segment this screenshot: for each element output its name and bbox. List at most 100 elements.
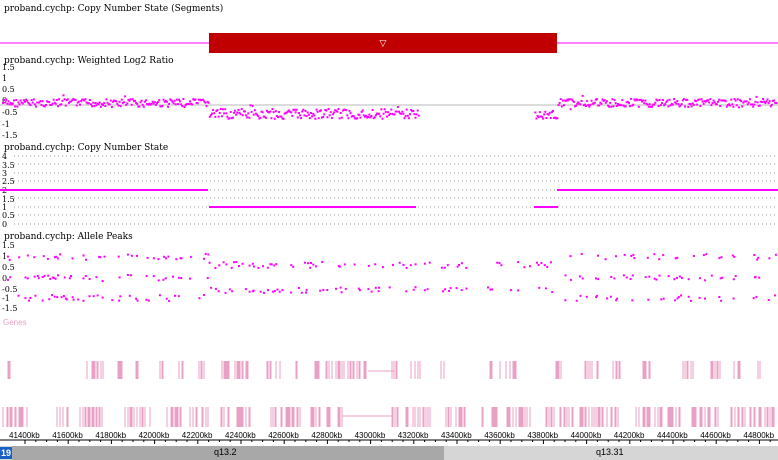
allele-point [18,256,21,259]
genes-track-label: Genes [3,318,27,327]
log2-point [390,108,393,111]
log2-point [692,103,695,106]
log2-point [61,99,64,102]
log2-point [634,99,637,102]
log2-point [187,103,190,105]
allele-point [491,288,494,291]
log2-point [725,105,728,108]
log2-point [146,103,149,105]
allele-point [489,288,492,291]
allele-point [676,276,678,279]
allele-point [98,255,101,258]
allele-point [428,261,431,264]
log2-point [599,101,602,104]
log2-point [233,111,235,114]
log2-point [630,97,633,100]
log2-point [652,103,655,106]
log2-point [306,111,309,114]
cn-ylabel: 0 [2,220,8,229]
allele-point [175,258,178,261]
allele-point [367,264,370,267]
allele-point [189,277,191,280]
allele-point [84,275,87,277]
log2-point [575,104,578,107]
log2-point [378,112,381,115]
allele-point [549,261,552,264]
log2-point [256,113,259,116]
band-q13-31[interactable] [444,446,778,460]
log2-point [535,117,538,120]
allele-point [487,286,489,289]
log2-point [534,111,537,114]
log2-ylabel: 0.5 [2,85,15,94]
log2-point [96,102,99,105]
log2-point [315,108,318,111]
allele-point [92,295,95,298]
cn-ylabel: 3 [2,169,8,178]
allele-point [281,289,284,292]
log2-point [339,112,342,114]
allele-point [423,289,426,292]
log2-point [357,113,360,116]
allele-point [272,290,275,293]
axis-tick-label: 43200kb [397,431,429,440]
log2-point [259,116,262,119]
log2-point [140,99,143,102]
allele-point [604,258,607,261]
log2-point [719,105,722,107]
log2-point [19,99,22,102]
allele-point [564,299,567,302]
allele-point [442,290,445,293]
log2-point [593,101,596,104]
log2-point [179,100,182,103]
allele-point [269,263,272,266]
allele-point [162,278,165,281]
chromosome-ideogram[interactable]: q13.2 q13.31 [0,446,778,460]
allele-point [677,296,680,298]
log2-point [773,99,776,102]
log2-point [542,117,545,120]
log2-point [86,102,89,105]
allele-point [374,263,377,266]
log2-point [84,98,87,101]
log2-point [726,104,729,106]
log2-point [237,108,240,111]
loss-segment[interactable] [209,33,557,53]
log2-point [626,100,629,103]
log2-point [247,112,250,115]
allele-point [674,257,677,260]
segment-marker-icon: ▽ [380,39,387,49]
allele-point [338,265,341,268]
band-q13-2[interactable] [12,446,444,460]
log2-point [663,104,666,107]
allele-point [340,291,343,294]
chromosome-number[interactable]: 19 [0,447,12,459]
log2-point [665,101,668,103]
log2-point [689,103,692,106]
log2-point [284,111,287,114]
allele-point [218,264,221,267]
browser-canvas[interactable]: ▽ [0,0,778,446]
allele-point [49,277,52,280]
allele-ylabel: -0.5 [2,285,18,294]
log2-point [322,116,325,118]
allele-point [17,294,20,297]
log2-point [343,108,345,111]
allele-point [82,277,85,280]
log2-point [167,105,169,108]
allele-point [440,266,443,269]
log2-point [102,104,105,106]
allele-point [82,299,85,302]
allele-point [72,298,75,301]
log2-point [641,100,644,103]
allele-point [77,298,80,301]
allele-point [59,253,62,256]
log2-point [204,101,207,104]
log2-point [393,113,396,116]
allele-point [43,274,46,277]
log2-point [412,110,415,112]
cn-state-track-title: proband.cychp: Copy Number State [4,143,169,153]
log2-point [722,99,725,102]
log2-point [362,114,365,117]
log2-point [709,98,712,101]
